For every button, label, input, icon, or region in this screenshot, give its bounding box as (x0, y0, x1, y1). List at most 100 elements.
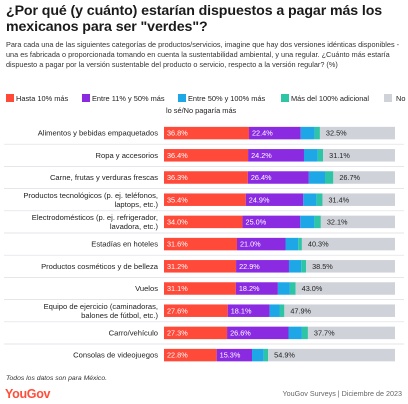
data-label: 31.1% (329, 151, 350, 160)
data-label: 18.2% (239, 284, 260, 293)
chart-title: ¿Por qué (y cuánto) estarían dispuestos … (6, 3, 383, 35)
bar-segment (333, 171, 395, 184)
bar-segment (164, 215, 243, 229)
data-label: 25.0% (246, 218, 267, 227)
category-label: Productos tecnológicos (p. ej. teléfonos… (23, 191, 158, 200)
legend-label-mas-100: Más del 100% adicional (291, 94, 370, 103)
bar-segment (164, 260, 237, 273)
bar-segment (164, 304, 228, 317)
legend-swatch-hasta-10 (6, 94, 14, 102)
bar-segment (298, 237, 302, 251)
bar-segment (277, 282, 290, 295)
bar-segment (164, 149, 249, 162)
legend-swatch-50-100 (178, 94, 186, 102)
category-label: Carne, frutas y verduras frescas (50, 173, 158, 182)
data-label: 26.7% (339, 173, 360, 182)
bar-segment (216, 348, 253, 362)
legend-item-mas-100: Más del 100% adicional (281, 94, 369, 103)
bar-segment (285, 237, 299, 251)
bar-segment (319, 126, 395, 140)
data-label: 18.1% (231, 306, 252, 315)
bar-segment (227, 326, 289, 340)
bar-segment (317, 149, 324, 162)
bar-segment (164, 348, 217, 362)
category-label: balones de fútbol, etc.) (81, 311, 158, 320)
category-label: Alimentos y bebidas empaquetados (38, 129, 159, 138)
bar-segment (325, 171, 334, 184)
legend-swatch-mas-100 (281, 94, 289, 102)
data-label: 40.3% (308, 240, 329, 249)
legend-swatch-11-50 (82, 94, 90, 102)
yougov-logo: YouGov (5, 387, 51, 401)
data-label: 27.3% (167, 329, 188, 338)
bar-segment (284, 304, 395, 317)
data-label: 37.7% (314, 329, 335, 338)
data-label: 15.3% (220, 351, 241, 360)
bar-segment (263, 348, 269, 362)
bar-segment (249, 126, 301, 140)
bar-segment (235, 282, 278, 295)
data-label: 32.1% (327, 218, 348, 227)
bar-segment (301, 326, 308, 340)
data-label: 31.4% (328, 195, 349, 204)
bar-segment (303, 149, 318, 162)
bar-segment (300, 126, 315, 140)
bar-segment (308, 171, 326, 184)
bar-segment (303, 193, 317, 206)
data-label: 31.2% (167, 262, 188, 271)
legend-label-50-100: Entre 50% y 100% más (188, 94, 266, 103)
bar-segment (227, 304, 270, 317)
bar-segment (322, 193, 395, 206)
legend-label-11-50: Entre 11% y 50% más (92, 94, 165, 103)
data-label: 34.0% (167, 218, 188, 227)
category-label: Equipo de ejercicio (caminadoras, (44, 302, 158, 311)
data-label: 27.6% (167, 306, 188, 315)
data-label: 26.4% (251, 173, 272, 182)
data-label: 36.4% (167, 151, 188, 160)
bar-segment (252, 348, 264, 362)
category-label: laptops, etc.) (115, 200, 159, 209)
data-label: 22.4% (252, 129, 273, 138)
data-label: 21.0% (240, 240, 261, 249)
stacked-bar-chart: Alimentos y bebidas empaquetados 36.8% 22.… (4, 126, 404, 362)
legend-swatch-no-lo-se (384, 94, 392, 102)
legend-item-11-50: Entre 11% y 50% más (82, 94, 165, 103)
data-label: 24.2% (251, 151, 272, 160)
category-label: Ropa y accesorios (96, 151, 159, 160)
category-label: Productos cosméticos y de belleza (41, 262, 159, 271)
source-credit: YouGov Surveys | Diciembre de 2023 (282, 389, 402, 398)
category-label: Carro/vehículo (109, 329, 158, 338)
category-label: Consolas de videojuegos (73, 351, 158, 360)
bar-segment (242, 215, 301, 229)
legend-label-hasta-10: Hasta 10% más (16, 94, 69, 103)
bar-segment (320, 215, 395, 229)
bar-segment (301, 237, 395, 251)
bar-segment (306, 260, 395, 273)
footnote: Todos los datos son para México. (6, 375, 108, 382)
legend-item-hasta-10: Hasta 10% más (6, 94, 68, 103)
category-label: lavadora, etc.) (110, 222, 159, 231)
bar-segment (164, 171, 248, 184)
bar-segment (288, 326, 302, 340)
bar-segment (164, 326, 228, 340)
bar-segment (300, 215, 315, 229)
bar-segment (164, 237, 237, 251)
bar-segment (323, 149, 395, 162)
bar-segment (245, 193, 304, 206)
bar-segment (295, 282, 395, 295)
bar-segment (248, 149, 304, 162)
data-label: 22.8% (167, 351, 188, 360)
bar-segment (269, 304, 280, 317)
data-label: 31.6% (167, 240, 188, 249)
legend-item-no-lo-se-text-1: No (396, 94, 406, 103)
chart-legend: Hasta 10% más Entre 11% y 50% más Entre … (6, 92, 406, 118)
data-label: 24.9% (249, 195, 270, 204)
data-label: 26.6% (230, 329, 251, 338)
data-label: 35.4% (167, 195, 188, 204)
bar-segment (164, 193, 246, 206)
bar-segment (164, 282, 236, 295)
data-label: 43.0% (302, 284, 323, 293)
data-label: 22.9% (239, 262, 260, 271)
bar-segment (164, 126, 250, 140)
bar-segment (307, 326, 395, 340)
